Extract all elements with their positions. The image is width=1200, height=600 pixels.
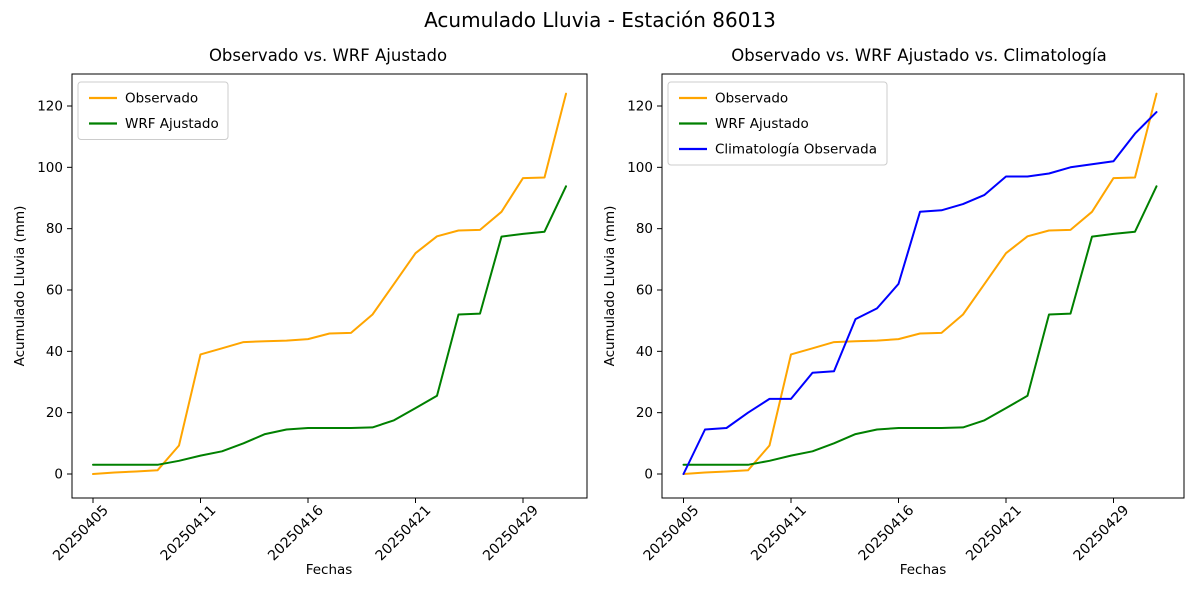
y-tick-label: 80	[46, 221, 63, 237]
y-tick-label: 120	[627, 98, 653, 114]
x-tick-label: 20250429	[1071, 503, 1133, 565]
x-axis-label-left: Fechas	[305, 562, 353, 578]
x-tick-label: 20250405	[641, 503, 703, 565]
y-tick-label: 100	[627, 160, 653, 176]
y-tick-label: 0	[644, 467, 653, 483]
subplot-0: 0 20 40 60 80 100 120 20250405 20250411 20250416 2…	[37, 73, 588, 565]
x-tick-label: 20250411	[158, 503, 220, 565]
y-tick-label: 40	[636, 344, 653, 360]
x-tick-label: 20250421	[373, 503, 435, 565]
subplot-title-right: Observado vs. WRF Ajustado vs. Climatolo…	[731, 46, 1107, 65]
x-tick-label: 20250411	[748, 503, 810, 565]
x-tick-label: 20250416	[856, 502, 918, 564]
x-tick-label: 20250405	[50, 503, 112, 565]
y-tick-label: 100	[37, 160, 63, 176]
line-series-wrf-ajustado	[682, 185, 1158, 466]
x-tick-label: 20250421	[963, 503, 1025, 565]
legend: Observado WRF Ajustado	[77, 81, 229, 140]
subplot-1: 0 20 40 60 80 100 120 20250405 20250411 20250416 2…	[627, 73, 1185, 565]
line-series-wrf-ajustado	[92, 185, 567, 466]
legend: Observado WRF Ajustado Climatología Observ…	[667, 81, 888, 166]
axes-spines	[661, 73, 1185, 499]
figure-title: Acumulado Lluvia - Estación 86013	[424, 8, 776, 32]
y-tick-label: 60	[636, 282, 653, 298]
legend-box	[77, 81, 229, 140]
y-tick-label: 80	[636, 221, 653, 237]
legend-label-1: WRF Ajustado	[715, 116, 809, 132]
x-tick-label: 20250429	[480, 503, 542, 565]
line-series-observado	[92, 92, 567, 475]
x-axis-label-right: Fechas	[899, 562, 947, 578]
legend-label-0: Observado	[125, 91, 198, 107]
legend-box	[667, 81, 888, 166]
axes-spines	[71, 73, 588, 499]
legend-label-1: WRF Ajustado	[125, 116, 219, 132]
y-tick-label: 120	[37, 98, 63, 114]
y-tick-label: 0	[54, 467, 63, 483]
line-series-observado	[682, 92, 1158, 475]
legend-label-0: Observado	[715, 91, 788, 107]
y-tick-label: 40	[46, 344, 63, 360]
legend-label-2: Climatología Observada	[715, 142, 877, 158]
x-tick-label: 20250416	[265, 502, 327, 564]
y-tick-label: 20	[46, 405, 63, 421]
y-tick-label: 20	[636, 405, 653, 421]
y-tick-label: 60	[46, 282, 63, 298]
subplot-title-left: Observado vs. WRF Ajustado	[208, 46, 448, 65]
line-series-climatolog-a-observada	[682, 111, 1158, 475]
